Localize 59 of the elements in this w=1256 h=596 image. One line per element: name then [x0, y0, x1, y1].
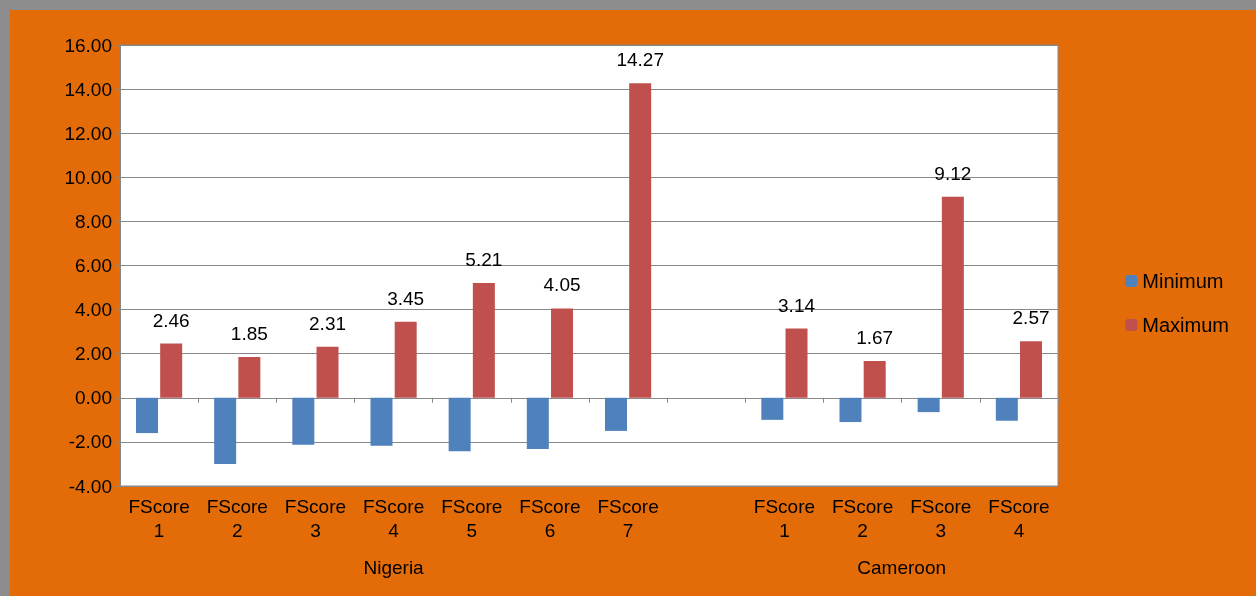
- y-tick-label: 4.00: [75, 299, 112, 321]
- x-tick-label: FScore 6: [519, 495, 581, 541]
- x-tick-label: FScore 5: [441, 495, 503, 541]
- bar: [629, 83, 652, 398]
- data-label: 4.05: [543, 274, 581, 296]
- bar: [394, 321, 417, 398]
- data-label: 2.31: [309, 312, 347, 334]
- text: Cameroon: [857, 557, 947, 578]
- x-tick-label: FScore 3: [284, 495, 347, 541]
- x-tick-label: FScore 4: [988, 495, 1050, 541]
- bar: [316, 346, 339, 398]
- bar: [214, 397, 237, 464]
- y-tick-label: 14.00: [64, 78, 112, 100]
- y-tick-label: 6.00: [75, 255, 112, 276]
- bar: [839, 397, 862, 423]
- bar: [160, 343, 183, 398]
- x-tick-label: FScore 3: [910, 495, 972, 541]
- x-tick-label: FScore 1: [753, 495, 816, 541]
- data-label: 3.14: [778, 294, 816, 316]
- data-label: 2.46: [152, 309, 190, 331]
- text: Nigeria: [363, 557, 425, 578]
- legend-label: Maximum: [1142, 314, 1229, 336]
- x-tick-label: FScore 7: [597, 495, 659, 541]
- bar: [551, 308, 574, 398]
- bar: [370, 397, 393, 446]
- data-label: 1.67: [856, 326, 894, 348]
- y-tick-label: -2.00: [68, 431, 112, 453]
- bar: [238, 357, 261, 398]
- bar: [604, 397, 627, 431]
- y-tick-label: 16.00: [64, 34, 112, 56]
- bar: [292, 397, 315, 445]
- y-tick-label: 8.00: [75, 210, 112, 232]
- data-label: 1.85: [230, 323, 268, 345]
- y-tick-label: 0.00: [75, 387, 112, 409]
- data-label: 3.45: [387, 287, 425, 309]
- bar: [135, 397, 158, 434]
- bar: [917, 397, 940, 413]
- x-tick-label: FScore 1: [128, 495, 190, 541]
- x-tick-label: FScore 4: [362, 495, 425, 541]
- x-tick-label: FScore 2: [831, 495, 894, 541]
- bar: [472, 282, 495, 398]
- bar: [526, 397, 549, 449]
- bar: [1020, 341, 1043, 398]
- bar: [995, 397, 1018, 421]
- bar: [761, 397, 784, 420]
- bar: [448, 397, 471, 452]
- y-tick-label: 10.00: [64, 166, 112, 188]
- data-label: 5.21: [465, 248, 503, 270]
- bar: [863, 360, 886, 398]
- x-tick-label: FScore 2: [206, 495, 268, 541]
- data-label: 2.57: [1012, 307, 1050, 329]
- y-tick-label: 2.00: [75, 343, 112, 365]
- data-label: 9.12: [934, 162, 972, 184]
- data-label: 14.27: [616, 49, 664, 71]
- legend-label: Minimum: [1142, 270, 1224, 292]
- bar: [785, 328, 808, 398]
- y-tick-label: -4.00: [68, 475, 112, 497]
- y-tick-label: 12.00: [64, 122, 112, 144]
- bar: [941, 196, 964, 398]
